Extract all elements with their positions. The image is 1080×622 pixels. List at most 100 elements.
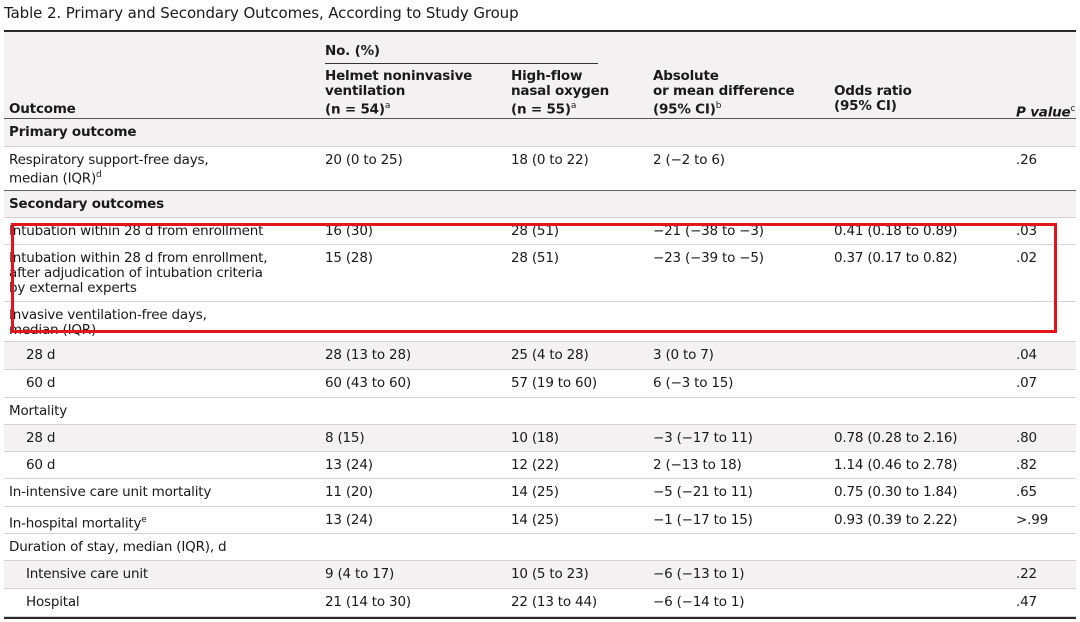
header-bottom-rule (4, 118, 1076, 119)
header-p-value: P valuec (1016, 104, 1076, 121)
outcome-cell: Mortality (9, 403, 68, 419)
table-row: Mortality (4, 398, 1076, 425)
outcome-cell: 60 d (26, 375, 56, 391)
difference-cell: 6 (−3 to 15) (653, 375, 734, 391)
odds-ratio-cell: 0.41 (0.18 to 0.89) (834, 223, 958, 239)
difference-cell: 3 (0 to 7) (653, 347, 714, 363)
table-row: In-hospital mortalitye 13 (24) 14 (25) −1 (… (4, 507, 1076, 534)
p-value-cell: .04 (1016, 347, 1037, 363)
outcome-cell: Duration of stay, median (IQR), d (9, 539, 227, 555)
row-divider (4, 244, 1076, 245)
p-value-cell: .02 (1016, 250, 1037, 266)
difference-cell: 2 (−13 to 18) (653, 457, 742, 473)
table-row: 28 d 28 (13 to 28) 25 (4 to 28) 3 (0 to 7).… (4, 342, 1076, 370)
helmet-cell: 13 (24) (325, 512, 373, 528)
odds-ratio-cell: 0.37 (0.17 to 0.82) (834, 250, 958, 266)
outcome-cell: Primary outcome (9, 124, 137, 140)
hfno-cell: 28 (51) (511, 223, 559, 239)
table-bottom-rule (4, 617, 1076, 619)
helmet-cell: 13 (24) (325, 457, 373, 473)
header-group-label: No. (%) (325, 43, 380, 59)
row-divider (4, 369, 1076, 370)
section-row: Secondary outcomes (4, 191, 1076, 218)
table-row: Invasive ventilation-free days, median (I… (4, 302, 1076, 342)
row-divider (4, 616, 1076, 617)
header-outcome: Outcome (9, 101, 76, 117)
helmet-cell: 60 (43 to 60) (325, 375, 411, 391)
p-value-cell: .82 (1016, 457, 1037, 473)
table-row: Hospital 21 (14 to 30) 22 (13 to 44) −6 (−1… (4, 589, 1076, 617)
hfno-cell: 14 (25) (511, 512, 559, 528)
difference-cell: −6 (−13 to 1) (653, 566, 745, 582)
header-odds-ratio: Odds ratio (95% CI) (834, 83, 912, 114)
difference-cell: −23 (−39 to −5) (653, 250, 764, 266)
outcome-cell: Intensive care unit (26, 566, 148, 582)
outcome-cell: Respiratory support-free days, median (IQ… (9, 152, 209, 187)
row-divider (4, 424, 1076, 425)
p-value-cell: .80 (1016, 430, 1037, 446)
row-divider (4, 478, 1076, 479)
row-divider (4, 560, 1076, 561)
section-row: Primary outcome (4, 119, 1076, 147)
row-divider (4, 341, 1076, 342)
hfno-cell: 14 (25) (511, 484, 559, 500)
header-difference: Absolute or mean difference (95% CI)b (653, 68, 795, 118)
odds-ratio-cell: 1.14 (0.46 to 2.78) (834, 457, 958, 473)
helmet-cell: 15 (28) (325, 250, 373, 266)
table-row: 60 d 60 (43 to 60) 57 (19 to 60) 6 (−3 to 1… (4, 370, 1076, 398)
helmet-cell: 11 (20) (325, 484, 373, 500)
table-top-rule (4, 30, 1076, 32)
row-divider (4, 588, 1076, 589)
difference-cell: −1 (−17 to 15) (653, 512, 753, 528)
helmet-cell: 8 (15) (325, 430, 365, 446)
helmet-cell: 21 (14 to 30) (325, 594, 411, 610)
p-value-cell: .22 (1016, 566, 1037, 582)
odds-ratio-cell: 0.75 (0.30 to 1.84) (834, 484, 958, 500)
row-divider (4, 146, 1076, 147)
row-divider (4, 506, 1076, 507)
difference-cell: −21 (−38 to −3) (653, 223, 764, 239)
outcome-cell: Intubation within 28 d from enrollment (9, 223, 264, 239)
table-row: Intensive care unit 9 (4 to 17) 10 (5 to 2… (4, 561, 1076, 589)
odds-ratio-cell: 0.78 (0.28 to 2.16) (834, 430, 958, 446)
row-divider (4, 217, 1076, 218)
outcome-cell: 28 d (26, 347, 56, 363)
hfno-cell: 25 (4 to 28) (511, 347, 589, 363)
hfno-cell: 22 (13 to 44) (511, 594, 597, 610)
outcome-cell: In-hospital mortalitye (9, 515, 147, 532)
p-value-cell: .07 (1016, 375, 1037, 391)
hfno-cell: 10 (18) (511, 430, 559, 446)
helmet-cell: 9 (4 to 17) (325, 566, 395, 582)
helmet-cell: 16 (30) (325, 223, 373, 239)
p-value-cell: .47 (1016, 594, 1037, 610)
header-helmet: Helmet noninvasive ventilation (n = 54)a (325, 68, 473, 118)
table-row: Intubation within 28 d from enrollment 16… (4, 218, 1076, 245)
header-group-rule (325, 63, 598, 64)
row-divider (4, 190, 1076, 191)
table-row: 28 d 8 (15) 10 (18) −3 (−17 to 11) 0.78 (0.2… (4, 425, 1076, 452)
table-row: Respiratory support-free days, median (IQ… (4, 147, 1076, 191)
outcome-cell: 60 d (26, 457, 56, 473)
p-value-cell: .03 (1016, 223, 1037, 239)
hfno-cell: 28 (51) (511, 250, 559, 266)
p-value-cell: .65 (1016, 484, 1037, 500)
outcome-cell: Intubation within 28 d from enrollment, a… (9, 250, 268, 296)
table-row: In-intensive care unit mortality 11 (20) 1… (4, 479, 1076, 507)
odds-ratio-cell: 0.93 (0.39 to 2.22) (834, 512, 958, 528)
table-title: Table 2. Primary and Secondary Outcomes,… (4, 4, 519, 22)
helmet-cell: 20 (0 to 25) (325, 152, 403, 168)
hfno-cell: 10 (5 to 23) (511, 566, 589, 582)
table-row: Duration of stay, median (IQR), d (4, 534, 1076, 561)
outcome-cell: Secondary outcomes (9, 196, 164, 212)
row-divider (4, 451, 1076, 452)
row-divider (4, 533, 1076, 534)
p-value-cell: >.99 (1016, 512, 1048, 528)
table-header: No. (%) Outcome Helmet noninvasive venti… (4, 32, 1076, 121)
difference-cell: 2 (−2 to 6) (653, 152, 725, 168)
hfno-cell: 18 (0 to 22) (511, 152, 589, 168)
outcome-cell: Hospital (26, 594, 80, 610)
outcome-cell: 28 d (26, 430, 56, 446)
table-row: 60 d 13 (24) 12 (22) 2 (−13 to 18) 1.14 (0.4… (4, 452, 1076, 479)
difference-cell: −6 (−14 to 1) (653, 594, 745, 610)
header-hfno: High-flow nasal oxygen (n = 55)a (511, 68, 610, 118)
